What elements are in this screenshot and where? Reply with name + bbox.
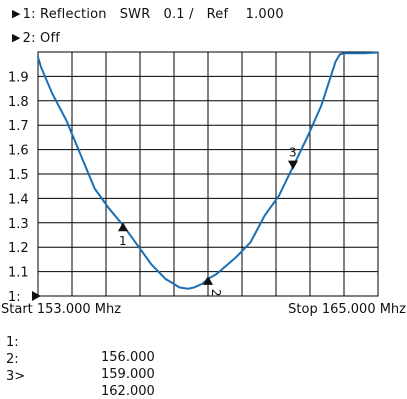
marker-row-1: 1: 156.000 (0, 320, 200, 337)
y-tick-label: 1.1 (8, 266, 29, 281)
y-tick-label: 1.4 (8, 192, 29, 207)
marker-3-icon (288, 161, 298, 170)
y-tick-label: 1.6 (8, 144, 29, 159)
marker-id: 3> (6, 369, 25, 384)
y-tick-label: 1.5 (8, 168, 29, 183)
y-tick-label: 1.3 (8, 217, 29, 232)
y-tick-label: 1.8 (8, 95, 29, 110)
marker-1-icon (118, 222, 128, 231)
marker-row-2: 2: 159.000 (0, 337, 200, 354)
y-tick-label: 1.2 (8, 241, 29, 256)
marker-row-3: 3> 162.000 (0, 354, 200, 371)
marker-1-label: 1 (119, 234, 127, 248)
marker-2-label: 2 (209, 289, 223, 297)
marker-3-label: 3 (289, 146, 297, 160)
start-frequency-label: Start 153.000 Mhz (1, 302, 121, 317)
reference-level-arrow-icon (32, 291, 41, 301)
y-tick-label: 1.9 (8, 70, 29, 85)
y-tick-labels: 1.91.81.71.61.51.41.31.21.11: (8, 70, 29, 305)
y-tick-label: 1.7 (8, 119, 29, 134)
stop-frequency-label: Stop 165.000 Mhz (288, 302, 406, 317)
marker-frequency: 162.000 (101, 384, 155, 399)
